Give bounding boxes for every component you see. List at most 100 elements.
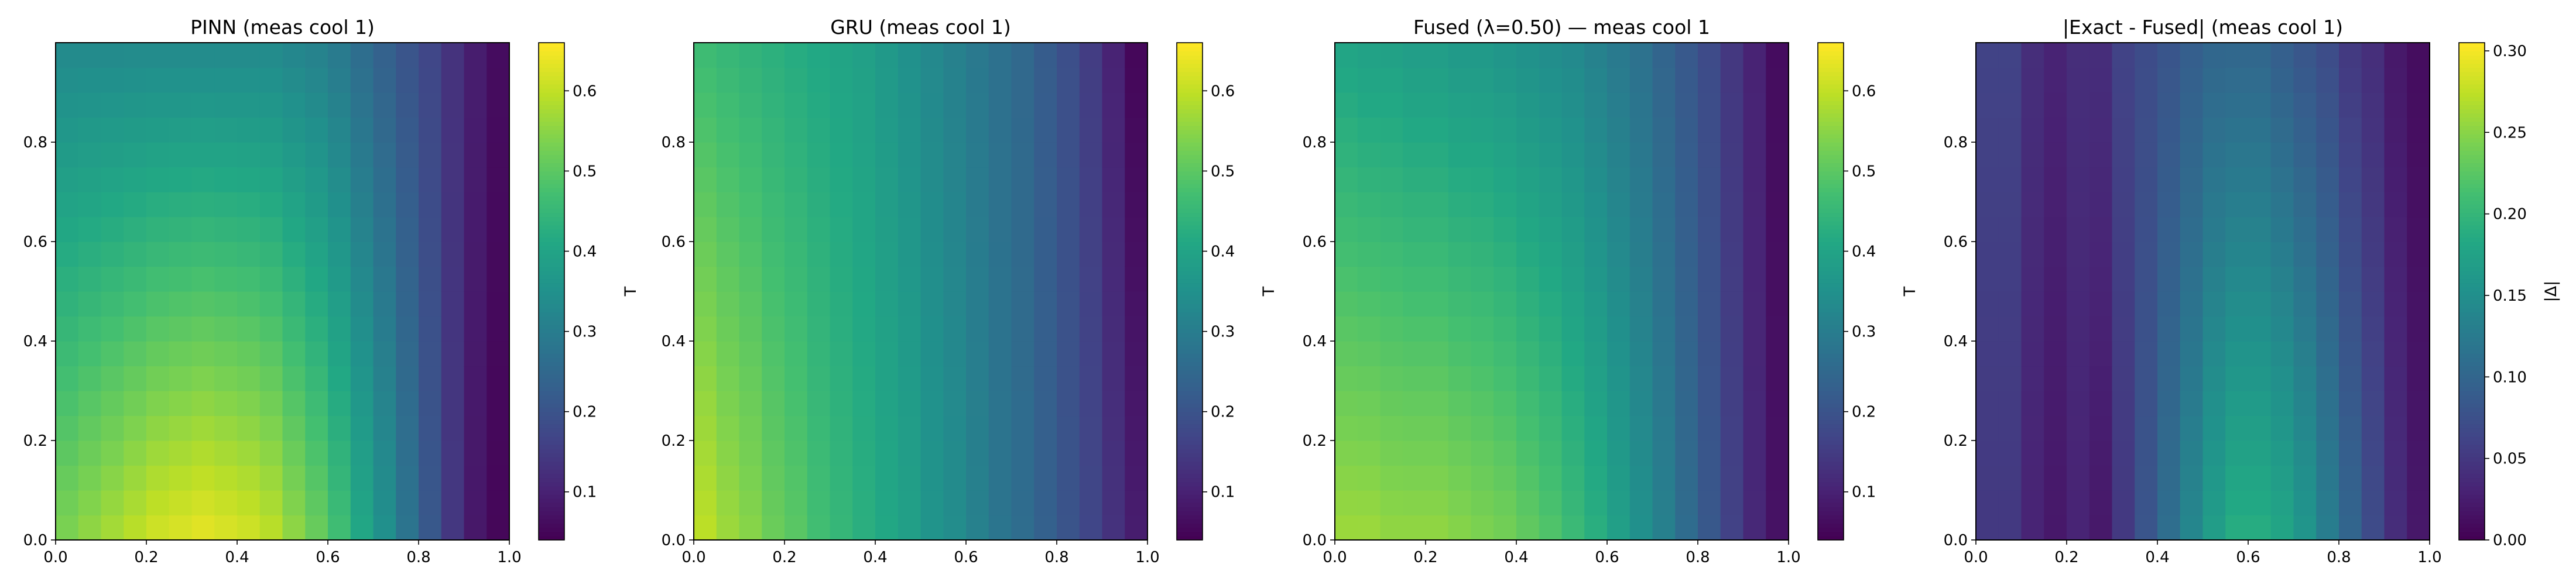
- heatmap-cell: [1539, 242, 1563, 267]
- colorbar-swatch: [1818, 221, 1844, 226]
- heatmap-cell: [1357, 266, 1381, 292]
- colorbar-swatch: [1177, 353, 1203, 358]
- heatmap-cell: [807, 366, 831, 391]
- heatmap-cell: [1380, 366, 1403, 391]
- x-tick-label: 0.6: [2236, 549, 2260, 566]
- colorbar-swatch: [1818, 71, 1844, 77]
- heatmap-cell: [2407, 192, 2430, 218]
- colorbar-swatch: [539, 316, 564, 321]
- heatmap-cell: [1471, 216, 1494, 242]
- heatmap-cell: [1448, 415, 1472, 441]
- colorbar-swatch: [1177, 159, 1203, 164]
- colorbar-swatch: [1818, 469, 1844, 474]
- heatmap-cell: [2407, 465, 2430, 491]
- heatmap-cell: [1607, 441, 1630, 466]
- heatmap-cell: [2248, 67, 2272, 93]
- colorbar-swatch: [2459, 274, 2485, 280]
- heatmap-cell: [282, 266, 306, 292]
- heatmap-cell: [1011, 167, 1034, 192]
- heatmap-cell: [988, 216, 1012, 242]
- colorbar-swatch: [1177, 55, 1203, 60]
- heatmap-cell: [305, 167, 328, 192]
- heatmap-cell: [214, 366, 238, 391]
- colorbar: 0.10.20.30.40.50.6T: [538, 42, 640, 541]
- heatmap-cell: [1057, 341, 1080, 367]
- colorbar-swatch: [2459, 382, 2485, 387]
- heatmap-cell: [988, 142, 1012, 168]
- heatmap-cell: [1766, 441, 1789, 466]
- heatmap-cell: [282, 216, 306, 242]
- heatmap-cell: [1034, 167, 1057, 192]
- heatmap-cell: [1743, 92, 1766, 118]
- colorbar-swatch: [539, 80, 564, 85]
- heatmap-cell: [305, 391, 328, 417]
- heatmap-cell: [1493, 515, 1517, 541]
- colorbar-swatch: [539, 150, 564, 155]
- heatmap-cell: [694, 242, 717, 267]
- heatmap-cell: [396, 67, 419, 93]
- heatmap-cell: [328, 192, 351, 218]
- heatmap-cell: [237, 142, 261, 168]
- heatmap-cell: [441, 291, 465, 317]
- heatmap-cell: [1976, 515, 1999, 541]
- heatmap-cell: [1380, 142, 1403, 168]
- heatmap-cell: [237, 316, 261, 342]
- heatmap-cell: [441, 192, 465, 218]
- heatmap-cell: [830, 43, 853, 68]
- colorbar-swatch: [1177, 67, 1203, 73]
- colorbar-swatch: [1177, 511, 1203, 516]
- heatmap-cell: [2270, 441, 2294, 466]
- heatmap-cell: [191, 67, 215, 93]
- colorbar-swatch: [539, 498, 564, 503]
- y-tick-label: 0.6: [662, 233, 686, 251]
- heatmap-cell: [1335, 92, 1358, 118]
- heatmap-cell: [716, 366, 740, 391]
- heatmap-cell: [1335, 490, 1358, 516]
- heatmap-cell: [785, 341, 808, 367]
- heatmap-cell: [2384, 142, 2407, 168]
- colorbar-swatch: [1177, 378, 1203, 383]
- heatmap-cell: [1998, 490, 2022, 516]
- colorbar-swatch: [1818, 357, 1844, 363]
- heatmap-cell: [373, 441, 396, 466]
- colorbar-swatch: [2459, 370, 2485, 375]
- heatmap-cell: [2067, 92, 2090, 118]
- heatmap-cell: [2112, 142, 2135, 168]
- heatmap-cell: [1539, 515, 1563, 541]
- heatmap-cell: [2180, 43, 2204, 68]
- heatmap-cell: [2270, 142, 2294, 168]
- heatmap-cell: [2157, 366, 2181, 391]
- heatmap-cell: [146, 242, 170, 267]
- heatmap-cell: [373, 415, 396, 441]
- colorbar-swatch: [539, 113, 564, 118]
- colorbar-swatch: [1818, 43, 1844, 47]
- heatmap-cell: [1102, 515, 1125, 541]
- heatmap-cell: [1079, 490, 1103, 516]
- heatmap-cell: [2044, 490, 2067, 516]
- heatmap-cell: [146, 167, 170, 192]
- colorbar-swatch: [539, 55, 564, 60]
- colorbar-swatch: [2459, 445, 2485, 449]
- heatmap-cell: [237, 117, 261, 143]
- heatmap-cell: [169, 291, 193, 317]
- heatmap-cell: [2089, 341, 2113, 367]
- colorbar-frame: [2458, 42, 2485, 541]
- heatmap-cell: [1652, 43, 1676, 68]
- heatmap-cell: [1079, 216, 1103, 242]
- heatmap-cell: [2384, 167, 2407, 192]
- heatmap-cell: [1426, 266, 1449, 292]
- colorbar-swatch: [2459, 411, 2485, 417]
- heatmap-cell: [1652, 341, 1676, 367]
- colorbar-swatch: [1818, 490, 1844, 495]
- colorbar-swatch: [539, 163, 564, 168]
- heatmap-cell: [1629, 117, 1653, 143]
- heatmap-cell: [920, 92, 944, 118]
- heatmap-cell: [1125, 242, 1148, 267]
- heatmap-cell: [373, 117, 396, 143]
- heatmap-cell: [56, 266, 79, 292]
- colorbar-swatch: [1177, 233, 1203, 238]
- colorbar-swatch: [2459, 71, 2485, 77]
- heatmap-cell: [875, 43, 899, 68]
- heatmap-cell: [214, 490, 238, 516]
- heatmap-cell: [1403, 490, 1426, 516]
